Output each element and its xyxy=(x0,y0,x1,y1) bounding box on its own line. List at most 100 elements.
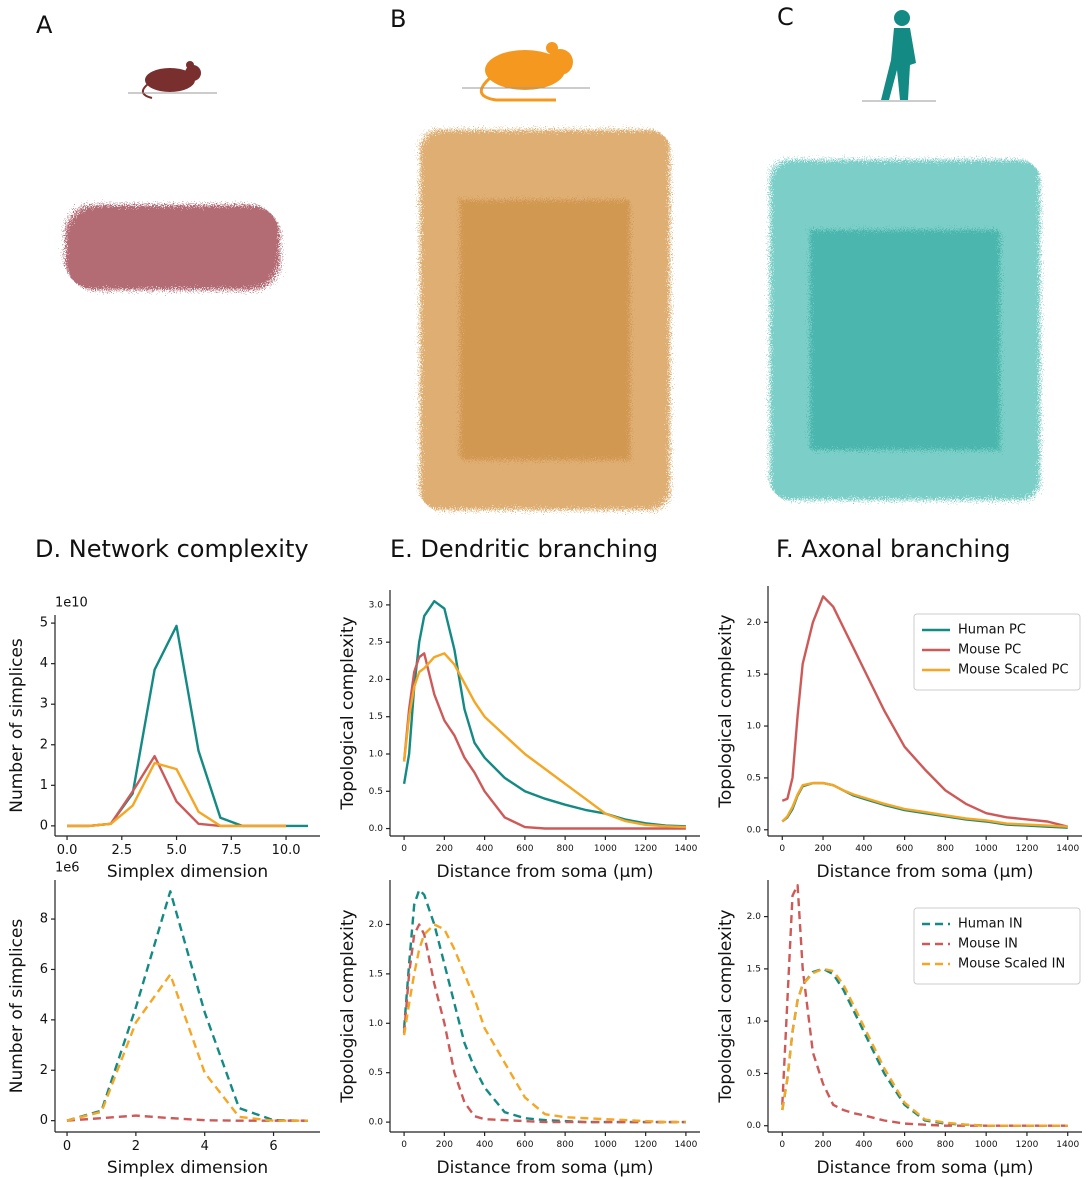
network-a xyxy=(65,205,280,290)
series-line xyxy=(781,781,1068,828)
series-line xyxy=(402,923,686,1124)
x-tick-label: 600 xyxy=(896,1140,913,1150)
y-tick-label: 3 xyxy=(40,697,48,712)
x-tick-label: 5.0 xyxy=(166,843,187,858)
panel-title: F. Axonal branching xyxy=(776,535,1011,563)
x-tick-label: 0.0 xyxy=(57,843,78,858)
y-tick-label: 0 xyxy=(40,818,48,833)
y-tick-label: 1 xyxy=(40,778,48,793)
legend-label: Mouse PC xyxy=(958,643,1021,658)
x-tick-label: 600 xyxy=(516,844,533,854)
y-tick-label: 5 xyxy=(40,616,48,631)
x-tick-label: 1200 xyxy=(1015,844,1038,854)
x-tick-label: 1400 xyxy=(674,1140,697,1150)
y-axis-label: Topological complexity xyxy=(338,909,358,1103)
x-tick-label: 2 xyxy=(132,1139,140,1154)
y-tick-label: 1.5 xyxy=(747,670,761,680)
x-tick-label: 4 xyxy=(201,1139,209,1154)
y-tick-label: 1.5 xyxy=(369,969,383,979)
x-tick-label: 400 xyxy=(476,1140,493,1150)
y-offset-label: 1e6 xyxy=(55,861,80,876)
series-line xyxy=(402,600,686,828)
y-tick-label: 0.0 xyxy=(369,824,384,834)
legend-box xyxy=(913,907,1081,985)
x-tick-label: 1000 xyxy=(975,1140,998,1150)
x-tick-label: 400 xyxy=(476,844,493,854)
x-axis-label: Simplex dimension xyxy=(107,862,268,882)
x-tick-label: 0 xyxy=(63,1139,71,1154)
panel-label: A xyxy=(36,11,53,39)
x-tick-label: 1000 xyxy=(594,844,617,854)
series-line xyxy=(781,967,1068,1127)
y-tick-label: 0.0 xyxy=(369,1118,384,1128)
legend-label: Human IN xyxy=(958,917,1023,932)
x-tick-label: 1400 xyxy=(1056,844,1079,854)
y-tick-label: 1.0 xyxy=(747,1017,762,1027)
series-line xyxy=(781,781,1068,829)
x-axis-label: Distance from soma (μm) xyxy=(817,862,1034,882)
series-line xyxy=(402,652,686,830)
x-tick-label: 1000 xyxy=(975,844,998,854)
legend-label: Human PC xyxy=(958,623,1026,638)
y-tick-label: 1.0 xyxy=(369,750,384,760)
series-line xyxy=(781,595,1068,828)
y-tick-label: 2.0 xyxy=(747,618,762,628)
series-line xyxy=(781,884,1068,1127)
y-tick-label: 4 xyxy=(40,656,48,671)
y-tick-label: 2 xyxy=(40,737,48,752)
y-axis-label: Topological complexity xyxy=(338,616,358,810)
x-tick-label: 0 xyxy=(401,844,407,854)
x-axis-label: Distance from soma (μm) xyxy=(437,1158,654,1178)
y-tick-label: 0.5 xyxy=(369,1068,383,1078)
panel-title: E. Dendritic branching xyxy=(390,535,658,563)
x-axis-label: Simplex dimension xyxy=(107,1158,268,1178)
y-tick-label: 8 xyxy=(40,912,48,927)
y-tick-label: 0.5 xyxy=(747,773,761,783)
y-offset-label: 1e10 xyxy=(55,596,88,611)
x-tick-label: 1200 xyxy=(1015,1140,1038,1150)
x-tick-label: 1000 xyxy=(594,1140,617,1150)
mouse-a xyxy=(128,61,217,99)
series-line xyxy=(402,652,686,829)
y-tick-label: 1.0 xyxy=(369,1019,384,1029)
series-line xyxy=(66,973,308,1122)
x-tick-label: 10.0 xyxy=(272,843,301,858)
series-line xyxy=(781,967,1068,1127)
x-tick-label: 200 xyxy=(814,1140,831,1150)
x-tick-label: 800 xyxy=(937,1140,954,1150)
x-tick-label: 200 xyxy=(814,844,831,854)
x-tick-label: 1200 xyxy=(634,844,657,854)
y-tick-label: 1.0 xyxy=(747,722,762,732)
x-tick-label: 0 xyxy=(779,1140,785,1150)
y-tick-label: 0 xyxy=(40,1113,48,1128)
x-tick-label: 600 xyxy=(516,1140,533,1150)
x-axis-label: Distance from soma (μm) xyxy=(437,862,654,882)
legend-label: Mouse IN xyxy=(958,937,1018,952)
series-line xyxy=(67,754,287,828)
y-tick-label: 2 xyxy=(40,1063,48,1078)
y-tick-label: 2.5 xyxy=(369,638,383,648)
mouse-b xyxy=(462,42,590,102)
x-tick-label: 800 xyxy=(557,1140,574,1150)
x-tick-label: 1200 xyxy=(634,1140,657,1150)
y-tick-label: 2.0 xyxy=(747,912,762,922)
y-axis-label: Number of simplices xyxy=(7,919,27,1094)
x-tick-label: 1400 xyxy=(1056,1140,1079,1150)
x-tick-label: 800 xyxy=(937,844,954,854)
series-line xyxy=(402,923,686,1124)
x-tick-label: 6 xyxy=(269,1139,277,1154)
x-tick-label: 600 xyxy=(896,844,913,854)
legend-box xyxy=(913,613,1081,691)
network-c-core xyxy=(810,230,1000,450)
y-tick-label: 0.0 xyxy=(747,1121,762,1131)
legend-label: Mouse Scaled IN xyxy=(958,957,1065,972)
x-tick-label: 0 xyxy=(779,844,785,854)
human-c xyxy=(862,10,936,102)
series-line xyxy=(67,761,287,828)
x-tick-label: 200 xyxy=(436,1140,453,1150)
y-tick-label: 2.0 xyxy=(369,920,384,930)
x-tick-label: 2.5 xyxy=(111,843,132,858)
y-tick-label: 1.5 xyxy=(747,964,761,974)
series-line xyxy=(67,624,308,828)
